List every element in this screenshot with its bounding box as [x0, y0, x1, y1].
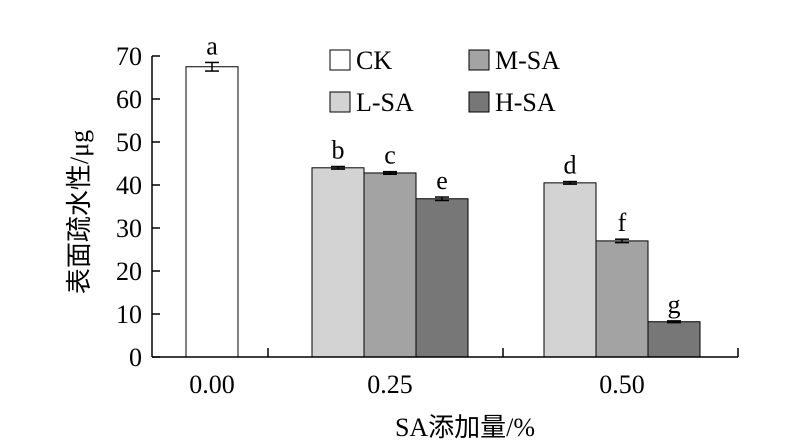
- significance-label: e: [436, 166, 448, 195]
- y-tick-label: 30: [116, 214, 142, 243]
- bar-0.50-L-SA: [543, 182, 597, 358]
- x-tick-label: 0.25: [367, 370, 413, 399]
- y-tick-label: 0: [129, 343, 142, 372]
- bar-0.00-CK: [185, 66, 239, 358]
- significance-label: g: [668, 290, 681, 319]
- legend-label-CK: CK: [356, 46, 392, 75]
- significance-label: d: [564, 151, 577, 180]
- y-axis-title: 表面疏水性/μg: [65, 130, 94, 294]
- bar-0.50-H-SA: [647, 321, 701, 358]
- legend-swatch-L-SA: [329, 91, 351, 113]
- legend: CK M-SA L-SA H-SA: [329, 46, 560, 117]
- bar-0.50-M-SA: [595, 240, 649, 358]
- y-tick-label: 60: [116, 85, 142, 114]
- y-tick-label: 20: [116, 257, 142, 286]
- bar-0.25-M-SA: [363, 172, 417, 358]
- y-tick-label: 10: [116, 300, 142, 329]
- bars-layer: a b c e d f g: [185, 31, 701, 358]
- legend-swatch-H-SA: [468, 91, 490, 113]
- axes-layer: 0 10 20 30 40 50 60 70 0.00 0.25 0.50: [116, 42, 739, 399]
- x-tick-label: 0.00: [189, 370, 235, 399]
- significance-label: f: [618, 208, 627, 237]
- bar-0.25-L-SA: [311, 167, 365, 358]
- significance-label: b: [332, 136, 345, 165]
- y-tick-label: 70: [116, 42, 142, 71]
- y-tick-label: 40: [116, 171, 142, 200]
- y-tick-label: 50: [116, 128, 142, 157]
- x-tick-label: 0.50: [599, 370, 645, 399]
- significance-label: c: [384, 141, 396, 170]
- significance-label: a: [206, 31, 218, 60]
- legend-swatch-CK: [329, 49, 351, 71]
- legend-label-L-SA: L-SA: [356, 88, 414, 117]
- legend-swatch-M-SA: [468, 49, 490, 71]
- legend-label-H-SA: H-SA: [495, 88, 556, 117]
- legend-label-M-SA: M-SA: [495, 46, 560, 75]
- bar-0.25-H-SA: [415, 198, 469, 358]
- x-axis-title: SA添加量/%: [395, 413, 535, 442]
